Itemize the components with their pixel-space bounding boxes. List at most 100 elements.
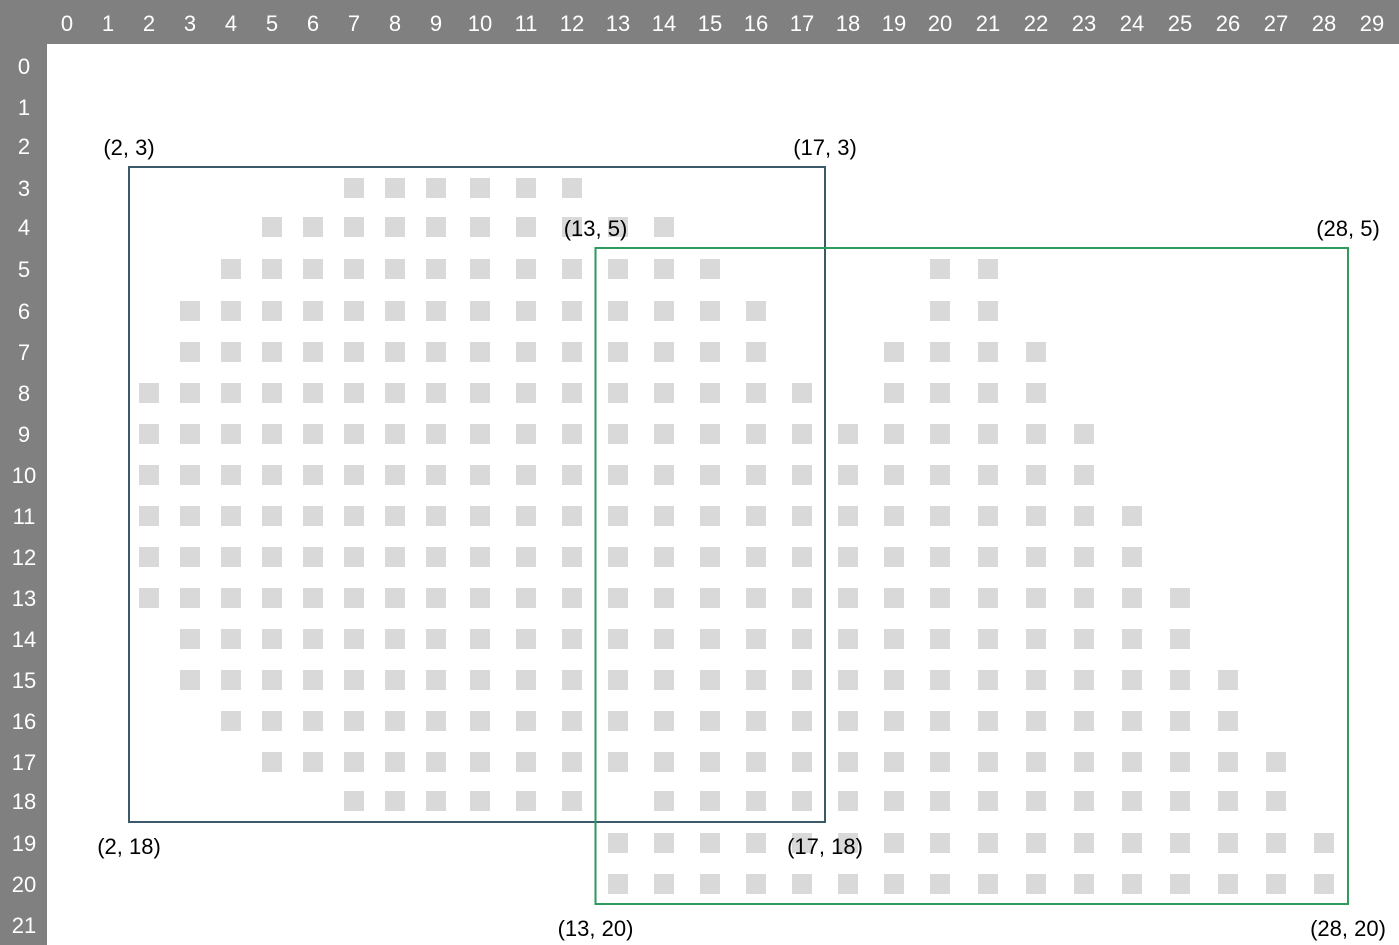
cell-11-16 <box>516 711 536 731</box>
cell-18-17 <box>838 752 858 772</box>
cell-5-6 <box>262 301 282 321</box>
cell-9-16 <box>426 711 446 731</box>
cell-16-10 <box>746 465 766 485</box>
cell-18-10 <box>838 465 858 485</box>
cell-11-15 <box>516 670 536 690</box>
cell-24-15 <box>1122 670 1142 690</box>
cell-15-9 <box>700 424 720 444</box>
cell-17-14 <box>792 629 812 649</box>
cell-12-16 <box>562 711 582 731</box>
cell-11-17 <box>516 752 536 772</box>
cell-11-8 <box>516 383 536 403</box>
cell-21-19 <box>978 833 998 853</box>
cell-3-10 <box>180 465 200 485</box>
cell-7-14 <box>344 629 364 649</box>
cell-22-7 <box>1026 342 1046 362</box>
column-header-19: 19 <box>882 11 906 36</box>
cell-14-17 <box>654 752 674 772</box>
green-box-label-br: (28, 20) <box>1310 916 1386 941</box>
cell-8-3 <box>385 178 405 198</box>
cell-8-14 <box>385 629 405 649</box>
cell-6-14 <box>303 629 323 649</box>
cell-10-8 <box>470 383 490 403</box>
cell-18-12 <box>838 547 858 567</box>
cell-2-12 <box>139 547 159 567</box>
cell-26-18 <box>1218 791 1238 811</box>
cell-13-8 <box>608 383 628 403</box>
cell-12-6 <box>562 301 582 321</box>
cell-3-11 <box>180 506 200 526</box>
cell-13-4 <box>608 217 628 237</box>
cell-25-14 <box>1170 629 1190 649</box>
column-header-23: 23 <box>1072 11 1096 36</box>
cell-20-20 <box>930 874 950 894</box>
cell-22-13 <box>1026 588 1046 608</box>
cell-10-14 <box>470 629 490 649</box>
cell-13-9 <box>608 424 628 444</box>
cell-12-14 <box>562 629 582 649</box>
cell-6-10 <box>303 465 323 485</box>
bounding-boxes <box>128 166 1349 905</box>
cell-9-18 <box>426 791 446 811</box>
cell-5-5 <box>262 259 282 279</box>
row-header-9: 9 <box>18 422 30 447</box>
cell-18-16 <box>838 711 858 731</box>
cell-11-3 <box>516 178 536 198</box>
cell-17-17 <box>792 752 812 772</box>
cell-5-13 <box>262 588 282 608</box>
row-header-3: 3 <box>18 176 30 201</box>
cell-8-13 <box>385 588 405 608</box>
column-header-10: 10 <box>468 11 492 36</box>
cell-14-14 <box>654 629 674 649</box>
cell-8-8 <box>385 383 405 403</box>
row-header-19: 19 <box>12 831 36 856</box>
cell-12-7 <box>562 342 582 362</box>
cell-10-16 <box>470 711 490 731</box>
cell-2-13 <box>139 588 159 608</box>
row-header-10: 10 <box>12 463 36 488</box>
cell-4-10 <box>221 465 241 485</box>
column-header-16: 16 <box>744 11 768 36</box>
cell-21-18 <box>978 791 998 811</box>
cell-7-17 <box>344 752 364 772</box>
cell-4-6 <box>221 301 241 321</box>
cell-13-7 <box>608 342 628 362</box>
cell-8-12 <box>385 547 405 567</box>
cell-10-13 <box>470 588 490 608</box>
cell-11-12 <box>516 547 536 567</box>
cell-12-13 <box>562 588 582 608</box>
cell-20-18 <box>930 791 950 811</box>
cell-14-12 <box>654 547 674 567</box>
cell-20-5 <box>930 259 950 279</box>
column-header-17: 17 <box>790 11 814 36</box>
cell-23-12 <box>1074 547 1094 567</box>
cell-18-14 <box>838 629 858 649</box>
column-header-18: 18 <box>836 11 860 36</box>
column-headers: 0 1 2 3 4 5 6 7 8 9 10 11 12 13 14 15 16 17 18 19 20 21 22 23 24… <box>61 11 1384 36</box>
cell-18-20 <box>838 874 858 894</box>
column-header-3: 3 <box>184 11 196 36</box>
row-header-18: 18 <box>12 789 36 814</box>
cell-5-9 <box>262 424 282 444</box>
cell-21-8 <box>978 383 998 403</box>
column-header-9: 9 <box>430 11 442 36</box>
cell-22-15 <box>1026 670 1046 690</box>
cell-12-15 <box>562 670 582 690</box>
cell-24-16 <box>1122 711 1142 731</box>
cell-12-8 <box>562 383 582 403</box>
cell-6-6 <box>303 301 323 321</box>
cell-2-11 <box>139 506 159 526</box>
cell-24-19 <box>1122 833 1142 853</box>
cell-20-11 <box>930 506 950 526</box>
cell-21-16 <box>978 711 998 731</box>
cell-16-17 <box>746 752 766 772</box>
cell-15-11 <box>700 506 720 526</box>
cell-11-6 <box>516 301 536 321</box>
column-header-27: 27 <box>1264 11 1288 36</box>
cell-9-3 <box>426 178 446 198</box>
cell-20-6 <box>930 301 950 321</box>
cell-19-19 <box>884 833 904 853</box>
cell-19-12 <box>884 547 904 567</box>
